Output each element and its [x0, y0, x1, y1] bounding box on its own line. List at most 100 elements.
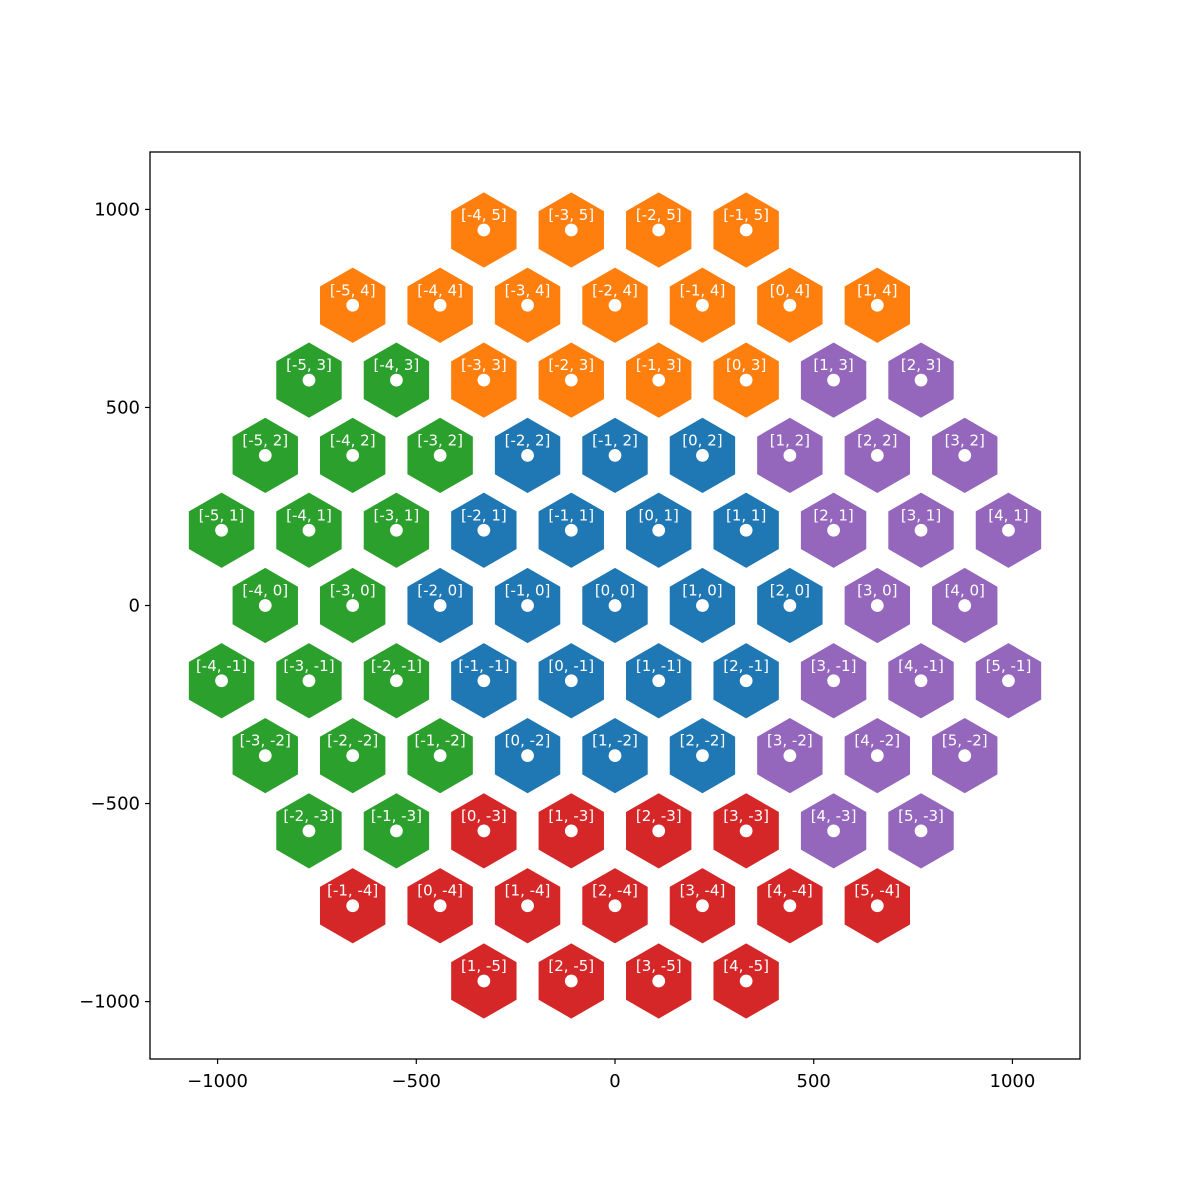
cell-label: [-1, 3] — [636, 356, 682, 374]
cell-label: [2, 2] — [857, 431, 897, 449]
center-point — [433, 599, 447, 612]
center-point — [302, 824, 316, 838]
cell-label: [2, -2] — [680, 732, 726, 750]
cell-label: [4, 1] — [988, 506, 1028, 524]
hex-cell: [0, -1] — [538, 643, 604, 719]
cell-label: [2, -3] — [636, 807, 682, 825]
center-point — [914, 824, 928, 838]
cell-label: [-1, -3] — [371, 807, 422, 825]
center-point — [739, 223, 753, 237]
center-point — [346, 298, 360, 312]
cell-label: [-3, -1] — [283, 657, 334, 675]
hex-cell: [-2, -1] — [363, 643, 430, 719]
cell-label: [3, -2] — [767, 732, 813, 750]
center-point — [346, 749, 360, 762]
center-point — [608, 298, 622, 312]
center-point — [958, 749, 972, 762]
hex-cell: [3, -3] — [713, 793, 779, 869]
hex-cell: [-3, 0] — [319, 567, 386, 644]
center-point — [827, 674, 840, 688]
hex-cell: [2, 1] — [800, 492, 867, 568]
hex-cell: [5, -4] — [844, 868, 911, 944]
center-point — [521, 298, 534, 312]
center-point — [390, 674, 403, 688]
cell-label: [-4, 1] — [286, 506, 332, 524]
center-point — [564, 373, 578, 387]
hex-cell: [1, 2] — [757, 417, 823, 494]
y-tick-label: 1000 — [94, 199, 140, 220]
cell-label: [3, -4] — [680, 882, 726, 900]
cell-label: [3, 2] — [945, 431, 985, 449]
cell-label: [1, 1] — [726, 506, 766, 524]
hex-cell: [-4, 4] — [407, 267, 473, 343]
hex-cell: [-1, 2] — [582, 417, 648, 494]
hex-cell: [1, -4] — [494, 868, 561, 944]
x-tick-label: −1000 — [187, 1071, 248, 1092]
center-point — [827, 373, 840, 387]
center-point — [521, 449, 534, 462]
hex-cell: [4, -1] — [888, 643, 954, 719]
cell-label: [4, -5] — [723, 957, 769, 975]
x-tick-label: −500 — [392, 1071, 441, 1092]
hex-cell: [5, -1] — [975, 643, 1042, 719]
center-point — [521, 599, 534, 612]
center-point — [477, 223, 491, 237]
cell-label: [1, 2] — [770, 431, 810, 449]
y-tick-label: 0 — [129, 596, 140, 617]
hex-cell: [0, -3] — [451, 793, 517, 869]
hex-cell: [1, -2] — [582, 717, 648, 794]
cell-label: [4, -3] — [811, 807, 857, 825]
hex-cell: [2, -1] — [713, 643, 779, 719]
cell-label: [-3, 4] — [505, 281, 551, 299]
hex-cell: [1, 3] — [800, 342, 867, 418]
center-point — [564, 674, 578, 688]
center-point — [433, 749, 447, 762]
cell-label: [-4, 2] — [330, 431, 376, 449]
cell-label: [4, 0] — [945, 582, 985, 600]
hex-cell: [2, -4] — [582, 868, 648, 944]
center-point — [477, 824, 491, 838]
center-point — [652, 373, 666, 387]
hex-cell: [-4, 1] — [276, 492, 342, 568]
center-point — [302, 523, 316, 537]
cell-label: [-4, 5] — [461, 206, 507, 224]
hex-cell: [3, 0] — [844, 567, 911, 644]
cell-label: [-2, -3] — [283, 807, 334, 825]
cell-label: [-1, -2] — [415, 732, 466, 750]
cell-label: [-4, 0] — [242, 582, 288, 600]
y-tick-label: −500 — [91, 794, 140, 815]
hex-cell: [-1, -4] — [319, 868, 386, 944]
center-point — [652, 974, 666, 988]
center-point — [390, 824, 403, 838]
hex-cell: [3, -4] — [669, 868, 736, 944]
center-point — [870, 599, 884, 612]
cell-label: [-2, 5] — [636, 206, 682, 224]
cell-label: [-5, 2] — [242, 431, 288, 449]
cell-label: [3, -3] — [723, 807, 769, 825]
cell-label: [3, -1] — [811, 657, 857, 675]
center-point — [696, 298, 709, 312]
hex-cell: [-1, 5] — [713, 192, 779, 268]
cell-label: [0, -4] — [417, 882, 463, 900]
cell-label: [2, 0] — [770, 582, 810, 600]
hex-cell: [-2, 3] — [538, 342, 604, 418]
center-point — [608, 449, 622, 462]
center-point — [739, 523, 753, 537]
cell-label: [-1, 4] — [680, 281, 726, 299]
center-point — [433, 298, 447, 312]
hex-cell: [-2, 1] — [451, 492, 517, 568]
hex-cell: [0, 2] — [669, 417, 736, 494]
center-point — [433, 449, 447, 462]
hex-cell: [-2, -3] — [276, 793, 342, 869]
center-point — [477, 674, 491, 688]
y-tick-label: 500 — [106, 397, 140, 418]
cell-label: [-5, 1] — [199, 506, 245, 524]
hex-cell: [5, -2] — [932, 717, 998, 794]
hex-cell: [2, 0] — [757, 567, 823, 644]
center-point — [346, 899, 360, 913]
cell-label: [5, -4] — [854, 882, 900, 900]
center-point — [696, 599, 709, 612]
hex-cells: [-4, 5] [-3, 5] [-2, 5] [-1, 5] [-5, 4] [-4, … — [188, 192, 1042, 1019]
center-point — [783, 599, 797, 612]
y-tick-label: −1000 — [79, 992, 140, 1013]
